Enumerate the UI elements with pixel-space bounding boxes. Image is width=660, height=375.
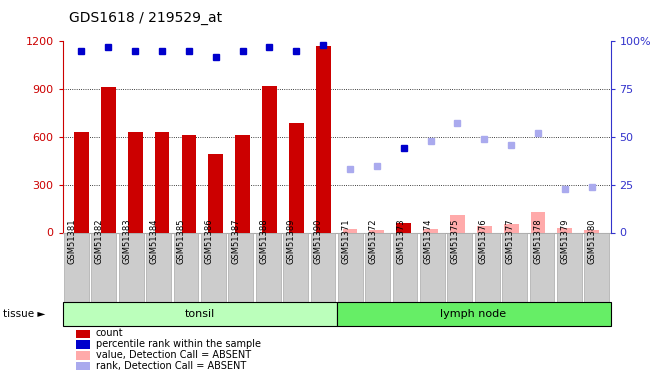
Bar bbox=[209, 154, 223, 232]
Text: GSM51381: GSM51381 bbox=[67, 218, 77, 264]
Bar bbox=[262, 86, 277, 232]
Bar bbox=[370, 230, 384, 232]
Bar bbox=[558, 228, 572, 232]
Text: GSM51384: GSM51384 bbox=[150, 218, 158, 264]
Text: GSM51373: GSM51373 bbox=[396, 218, 405, 264]
Text: GSM51372: GSM51372 bbox=[369, 218, 378, 264]
Bar bbox=[343, 229, 358, 232]
Bar bbox=[450, 215, 465, 232]
Bar bbox=[154, 132, 170, 232]
Text: GSM51382: GSM51382 bbox=[95, 218, 104, 264]
Text: GSM51379: GSM51379 bbox=[560, 218, 570, 264]
Bar bbox=[584, 230, 599, 232]
Text: count: count bbox=[96, 328, 123, 338]
Text: rank, Detection Call = ABSENT: rank, Detection Call = ABSENT bbox=[96, 361, 246, 371]
Text: GSM51387: GSM51387 bbox=[232, 218, 241, 264]
Text: GSM51388: GSM51388 bbox=[259, 218, 268, 264]
Bar bbox=[101, 87, 116, 232]
Text: lymph node: lymph node bbox=[440, 309, 507, 319]
Bar bbox=[504, 224, 519, 232]
Text: GSM51390: GSM51390 bbox=[314, 218, 323, 264]
Bar bbox=[315, 46, 331, 232]
Text: GSM51378: GSM51378 bbox=[533, 218, 542, 264]
Text: GSM51389: GSM51389 bbox=[286, 218, 296, 264]
Text: GSM51376: GSM51376 bbox=[478, 218, 487, 264]
Text: GSM51380: GSM51380 bbox=[588, 218, 597, 264]
Text: tissue ►: tissue ► bbox=[3, 309, 46, 319]
Text: GSM51375: GSM51375 bbox=[451, 218, 460, 264]
Bar bbox=[128, 132, 143, 232]
Bar bbox=[182, 135, 196, 232]
Text: GSM51383: GSM51383 bbox=[122, 218, 131, 264]
Bar bbox=[289, 123, 304, 232]
Bar bbox=[423, 229, 438, 232]
Bar bbox=[397, 223, 411, 232]
Text: GSM51385: GSM51385 bbox=[177, 218, 186, 264]
Text: GDS1618 / 219529_at: GDS1618 / 219529_at bbox=[69, 11, 222, 25]
Text: value, Detection Call = ABSENT: value, Detection Call = ABSENT bbox=[96, 350, 251, 360]
Text: tonsil: tonsil bbox=[185, 309, 214, 319]
Bar bbox=[477, 226, 492, 232]
Bar bbox=[531, 212, 545, 232]
Text: GSM51374: GSM51374 bbox=[424, 218, 432, 264]
Text: percentile rank within the sample: percentile rank within the sample bbox=[96, 339, 261, 349]
Text: GSM51386: GSM51386 bbox=[205, 218, 213, 264]
Bar bbox=[235, 135, 250, 232]
Text: GSM51371: GSM51371 bbox=[341, 218, 350, 264]
Text: GSM51377: GSM51377 bbox=[506, 218, 515, 264]
Bar bbox=[74, 132, 89, 232]
